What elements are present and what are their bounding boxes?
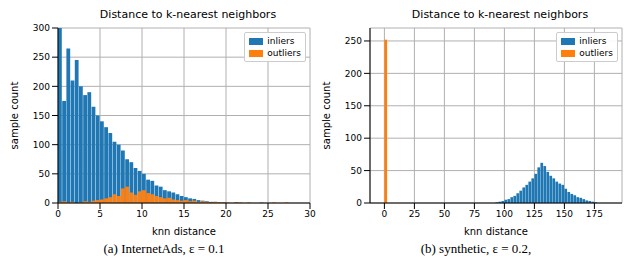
- svg-text:50: 50: [439, 209, 451, 219]
- html-text:Distance to k-nearest neighbor: Distance to k-nearest neighbors: [411, 8, 589, 21]
- svg-text:0: 0: [55, 209, 61, 219]
- svg-text:knn distance: knn distance: [152, 226, 216, 237]
- svg-text:150: 150: [345, 101, 362, 111]
- svg-text:20: 20: [220, 209, 232, 219]
- svg-text:250: 250: [33, 52, 50, 62]
- html-text:inliers: inliers: [267, 36, 295, 46]
- svg-text:sample count: sample count: [321, 82, 332, 150]
- svg-text:0: 0: [356, 198, 362, 208]
- html-text:(b) synthetic, ε = 0.2,: (b) synthetic, ε = 0.2,: [420, 241, 532, 256]
- svg-text:50: 50: [351, 166, 363, 176]
- svg-text:30: 30: [304, 209, 316, 219]
- html-text:outliers: outliers: [579, 48, 613, 58]
- svg-text:15: 15: [178, 209, 189, 219]
- svg-text:knn distance: knn distance: [464, 226, 528, 237]
- html-text:inliers: inliers: [579, 36, 607, 46]
- svg-text:250: 250: [345, 36, 362, 46]
- svg-text:25: 25: [262, 209, 273, 219]
- svg-text:200: 200: [33, 82, 50, 92]
- svg-text:25: 25: [409, 209, 420, 219]
- html-text:Distance to k-nearest neighbor: Distance to k-nearest neighbors: [99, 8, 277, 21]
- svg-text:0: 0: [382, 209, 388, 219]
- svg-text:125: 125: [526, 209, 543, 219]
- svg-text:75: 75: [469, 209, 480, 219]
- svg-text:100: 100: [496, 209, 513, 219]
- svg-text:100: 100: [33, 140, 50, 150]
- svg-text:sample count: sample count: [9, 82, 20, 150]
- svg-text:0: 0: [44, 198, 50, 208]
- html-text:(a) InternetAds, ε = 0.1: (a) InternetAds, ε = 0.1: [103, 241, 225, 256]
- svg-text:100: 100: [345, 133, 362, 143]
- svg-text:150: 150: [556, 209, 573, 219]
- svg-text:10: 10: [136, 209, 148, 219]
- svg-text:150: 150: [33, 111, 50, 121]
- svg-text:5: 5: [97, 209, 103, 219]
- svg-text:175: 175: [586, 209, 603, 219]
- svg-text:50: 50: [39, 169, 51, 179]
- svg-text:200: 200: [345, 69, 362, 79]
- svg-text:300: 300: [33, 23, 50, 33]
- html-text:outliers: outliers: [267, 48, 301, 58]
